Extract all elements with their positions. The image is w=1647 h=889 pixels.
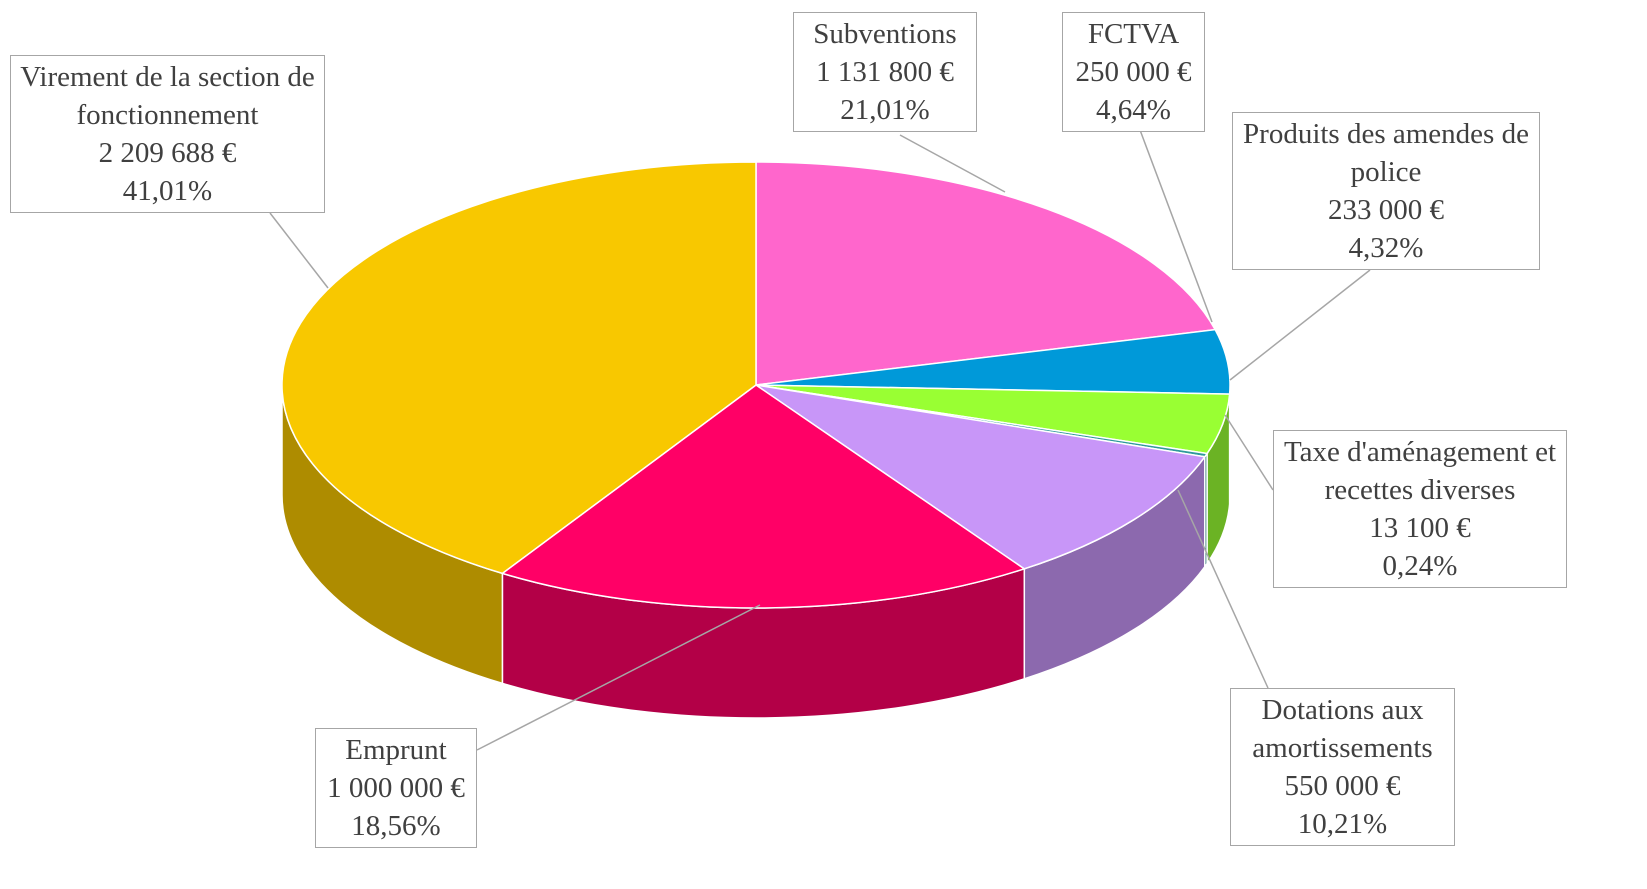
label-name: Emprunt bbox=[345, 734, 447, 766]
label-amount: 1 000 000 € bbox=[327, 772, 465, 804]
slice bbox=[755, 384, 1207, 570]
label-percent: 0,24% bbox=[1382, 550, 1458, 582]
label-amount: 1 131 800 € bbox=[816, 56, 954, 88]
label-percent: 21,01% bbox=[840, 94, 930, 126]
leader-line bbox=[1224, 414, 1274, 491]
label-percent: 18,56% bbox=[351, 810, 441, 842]
data-label: FCTVA 250 000 € 4,64% bbox=[1062, 12, 1205, 132]
label-amount: 233 000 € bbox=[1328, 194, 1444, 226]
slices bbox=[281, 161, 1231, 609]
leader-line bbox=[1229, 269, 1371, 381]
slice bbox=[755, 161, 1217, 386]
slice bbox=[281, 161, 757, 575]
data-label: Taxe d'aménagement et recettes diverses 1… bbox=[1273, 430, 1567, 588]
label-amount: 13 100 € bbox=[1369, 512, 1471, 544]
leader-line bbox=[476, 604, 761, 751]
label-name: Subventions bbox=[813, 18, 957, 50]
label-percent: 4,64% bbox=[1096, 94, 1171, 126]
leader-lines bbox=[269, 129, 1371, 751]
label-percent: 41,01% bbox=[122, 175, 213, 207]
data-label: Subventions 1 131 800 € 21,01% bbox=[793, 12, 977, 132]
data-label: Emprunt 1 000 000 € 18,56% bbox=[315, 728, 477, 848]
label-name: Produits des amendes de police bbox=[1243, 118, 1529, 188]
label-amount: 250 000 € bbox=[1075, 56, 1192, 88]
leader-line bbox=[899, 134, 1006, 193]
side-walls bbox=[281, 384, 1231, 719]
label-name: FCTVA bbox=[1087, 18, 1180, 50]
data-label: Produits des amendes de police 233 000 € 4… bbox=[1232, 112, 1540, 270]
data-label: Dotations aux amortissements 550 000 € 10,… bbox=[1230, 688, 1455, 846]
leader-line bbox=[269, 212, 329, 289]
leader-line bbox=[1139, 129, 1213, 323]
label-percent: 4,32% bbox=[1348, 232, 1424, 264]
leader-line bbox=[1177, 489, 1269, 689]
label-name: Taxe d'aménagement et recettes diverses bbox=[1283, 436, 1557, 506]
label-name: Virement de la section de fonctionnement bbox=[20, 61, 315, 131]
label-amount: 2 209 688 € bbox=[98, 137, 237, 169]
data-label: Virement de la section de fonctionnement… bbox=[10, 55, 325, 213]
slice bbox=[500, 384, 1026, 609]
label-percent: 10,21% bbox=[1297, 808, 1388, 840]
label-name: Dotations aux amortissements bbox=[1252, 694, 1433, 764]
label-amount: 550 000 € bbox=[1284, 770, 1401, 802]
